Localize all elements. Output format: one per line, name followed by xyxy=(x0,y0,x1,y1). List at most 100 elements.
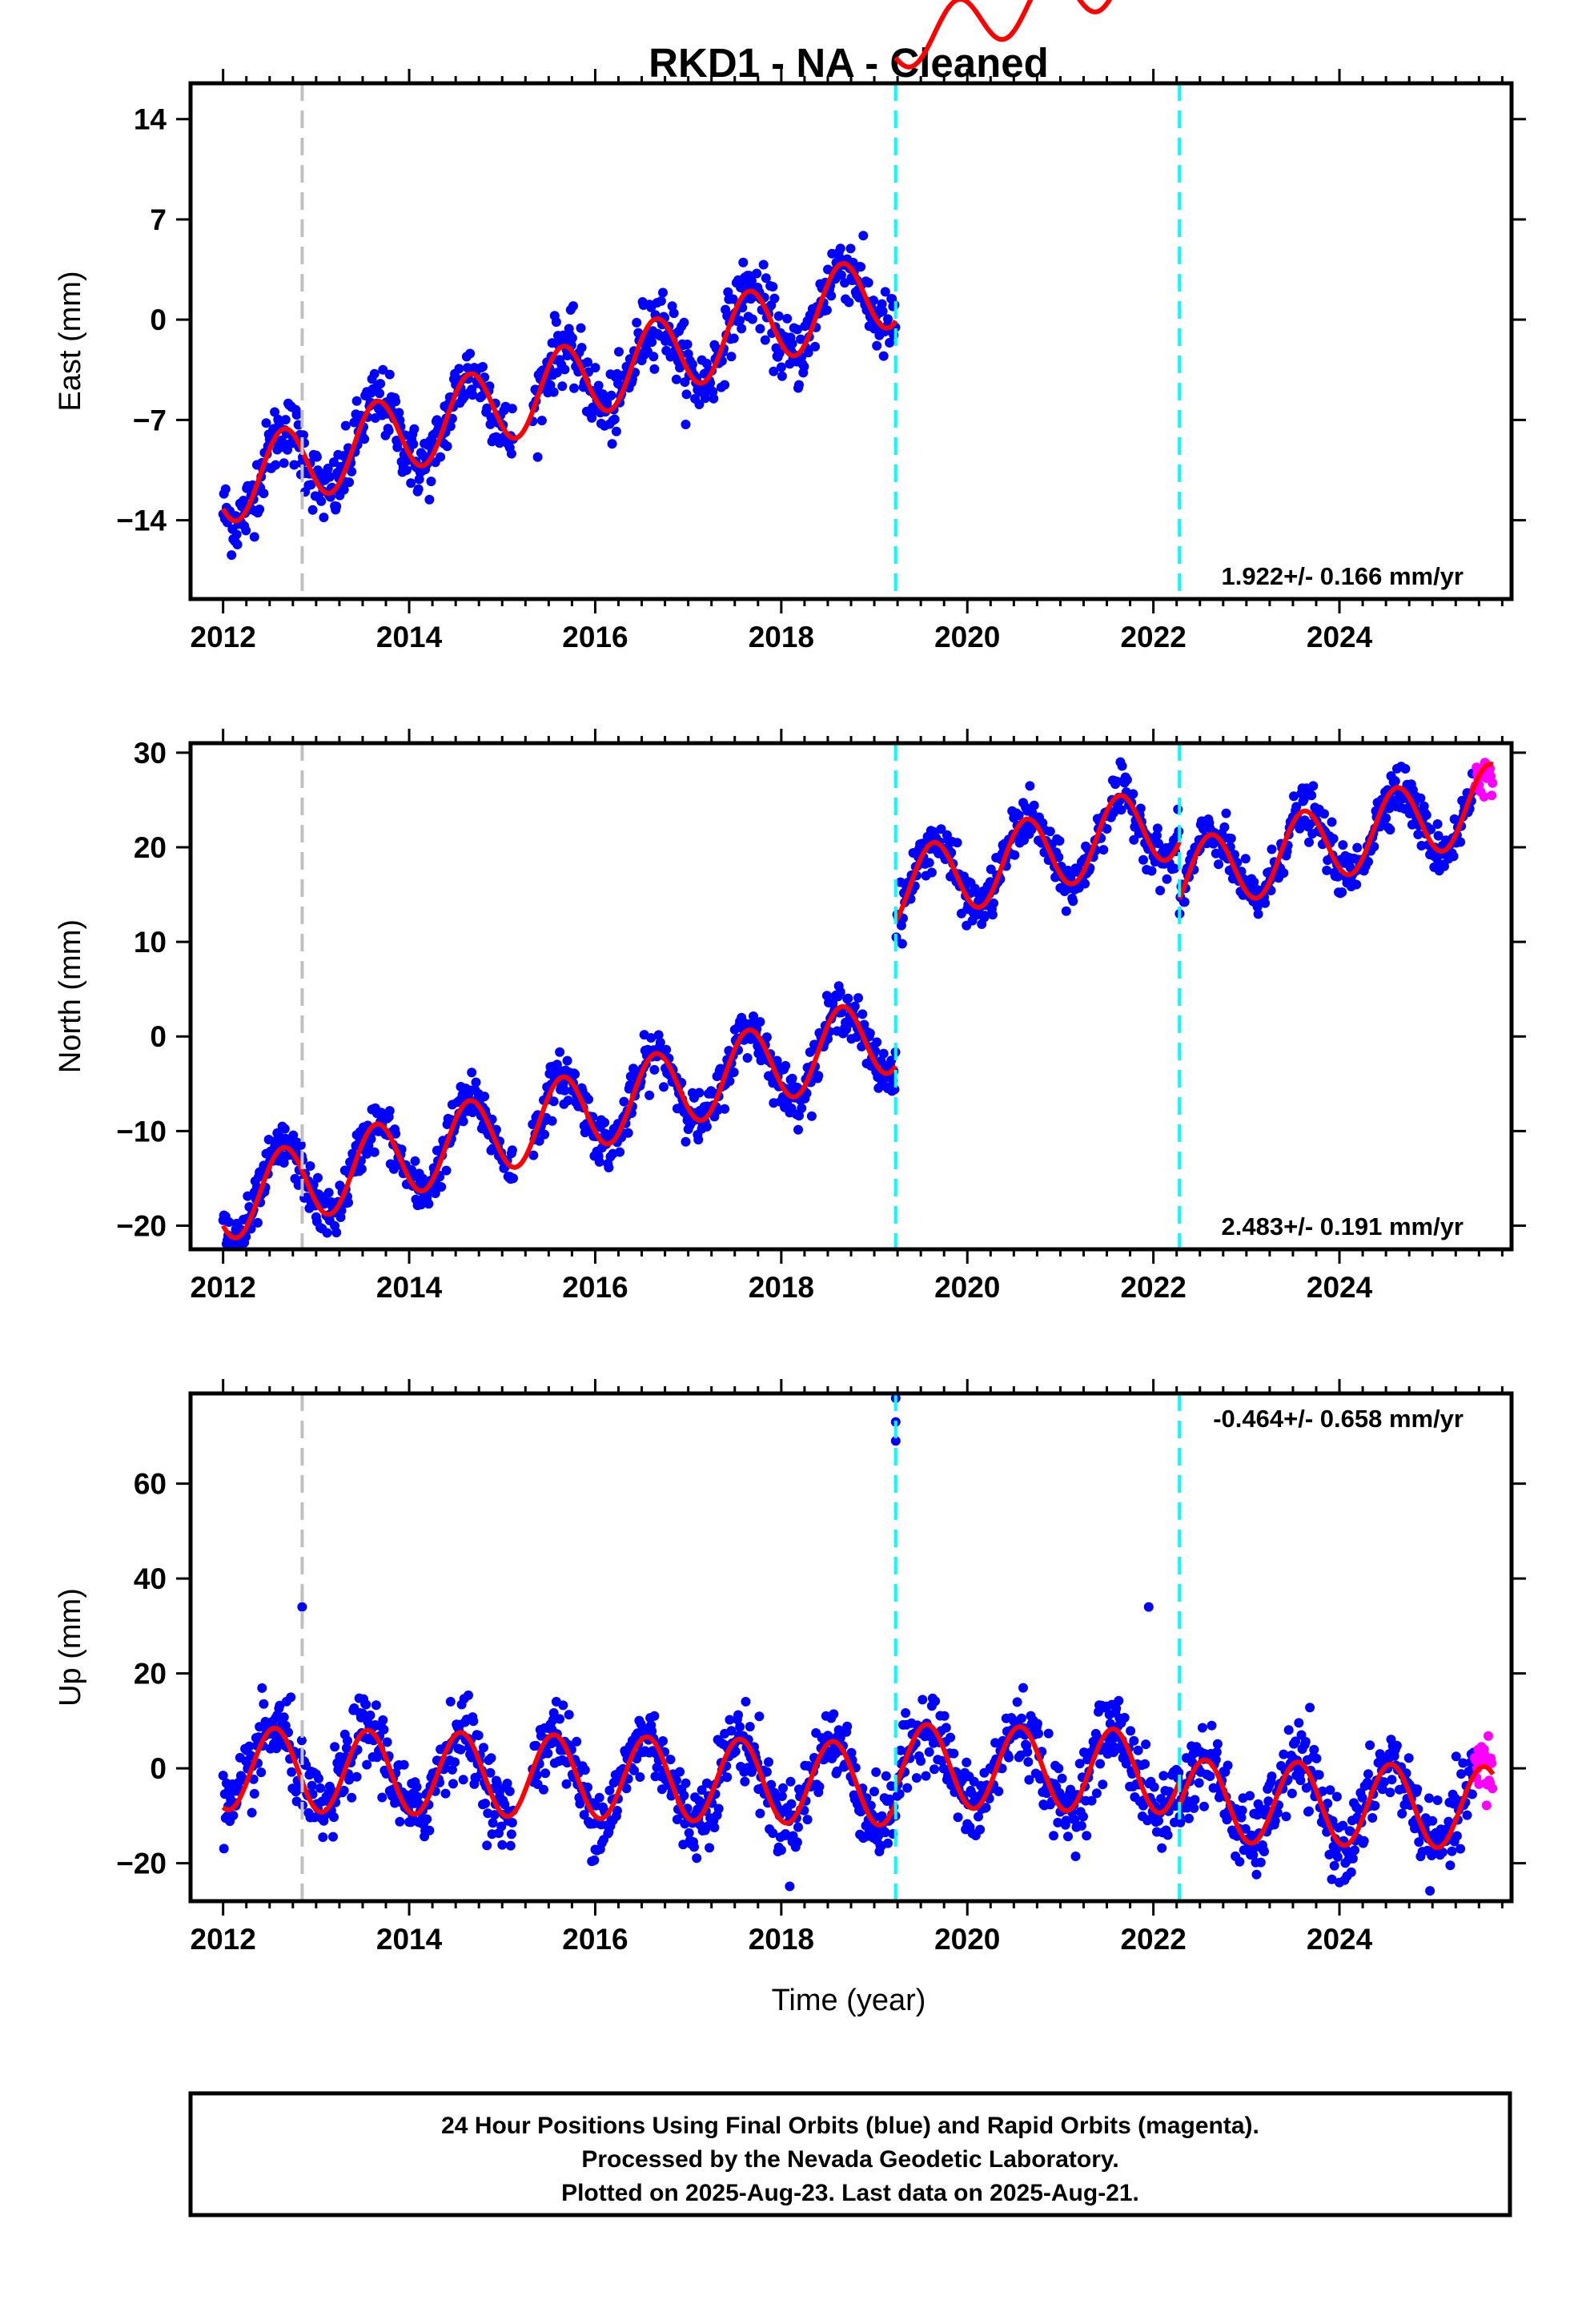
final-orbit-point xyxy=(700,393,710,404)
final-orbit-point xyxy=(329,457,339,468)
final-orbit-point xyxy=(725,1715,735,1725)
final-orbit-point xyxy=(857,1009,868,1019)
final-orbit-point xyxy=(1281,1811,1291,1822)
final-orbit-point xyxy=(1080,879,1090,889)
final-orbit-point xyxy=(1267,1771,1277,1782)
final-orbit-point xyxy=(647,1726,657,1736)
final-orbit-point xyxy=(328,1831,338,1842)
final-orbit-point xyxy=(1279,1749,1289,1759)
final-orbit-point xyxy=(365,1710,375,1720)
final-orbit-point xyxy=(878,351,889,361)
final-orbit-point xyxy=(311,452,322,462)
final-orbit-point xyxy=(1365,1740,1375,1751)
final-orbit-point xyxy=(489,1810,500,1820)
final-orbit-point xyxy=(295,1140,306,1150)
up-panel: 2012 2014 2016 2018 2020 2022 2024 −20 0 20 40 60 U… xyxy=(54,1379,1526,1956)
final-orbit-point xyxy=(745,1722,755,1732)
final-orbit-point xyxy=(259,1699,269,1709)
final-orbit-point xyxy=(1095,1759,1106,1769)
final-orbit-point xyxy=(296,1735,307,1746)
final-orbit-point xyxy=(442,441,452,452)
final-orbit-point xyxy=(1226,834,1236,843)
footer-line-2: Processed by the Nevada Geodetic Laborat… xyxy=(581,2146,1118,2173)
x-tick-label: 2016 xyxy=(562,1271,628,1304)
final-orbit-point xyxy=(1049,1831,1058,1841)
final-orbit-point xyxy=(408,439,419,449)
north-panel: 2012 2014 2016 2018 2020 2022 2024 −20 −10 0 10 20 3… xyxy=(54,729,1526,1304)
final-orbit-point xyxy=(548,1708,559,1718)
final-orbit-point xyxy=(1010,850,1020,860)
x-axis-label: Time (year) xyxy=(772,1984,926,2017)
outlier-point xyxy=(297,1602,307,1612)
final-orbit-point xyxy=(1385,825,1395,835)
final-orbit-point xyxy=(856,262,866,272)
final-orbit-point xyxy=(543,1748,553,1759)
final-orbit-point xyxy=(1367,1813,1378,1823)
north-axes: 2012 2014 2016 2018 2020 2022 2024 −20 −10 0 10 20 3… xyxy=(116,729,1526,1304)
final-orbit-point xyxy=(774,348,785,358)
final-orbit-point xyxy=(769,366,779,376)
up-y-axis-label: Up (mm) xyxy=(54,1588,87,1707)
final-orbit-point xyxy=(1219,822,1230,832)
final-orbit-point xyxy=(797,1103,807,1113)
final-orbit-point xyxy=(725,1076,735,1086)
final-orbit-point xyxy=(383,425,394,436)
final-orbit-point xyxy=(785,1881,795,1892)
final-orbit-point xyxy=(880,287,890,297)
final-orbit-point xyxy=(849,1001,860,1011)
final-orbit-point xyxy=(394,408,404,418)
final-orbit-point xyxy=(794,1111,804,1121)
final-orbit-point xyxy=(1029,800,1039,810)
final-orbit-point xyxy=(792,324,802,335)
final-orbit-point xyxy=(486,1753,496,1763)
final-orbit-point xyxy=(813,1071,824,1081)
final-orbit-point xyxy=(1424,1793,1434,1803)
final-orbit-point xyxy=(1345,1826,1355,1836)
final-orbit-point xyxy=(842,1721,853,1731)
final-orbit-point xyxy=(1387,1775,1397,1785)
final-orbit-point xyxy=(1078,1811,1088,1822)
x-tick-label: 2016 xyxy=(562,1923,628,1956)
final-orbit-point xyxy=(1189,1803,1199,1813)
final-orbit-point xyxy=(507,404,517,414)
final-orbit-point xyxy=(1390,776,1400,786)
outlier-point xyxy=(890,1436,901,1446)
x-tick-label: 2024 xyxy=(1307,1271,1373,1304)
final-orbit-point xyxy=(1063,1831,1073,1842)
final-orbit-point xyxy=(1448,851,1459,862)
x-tick-label: 2022 xyxy=(1120,621,1186,653)
final-orbit-point xyxy=(609,414,620,424)
final-orbit-point xyxy=(241,525,251,536)
y-tick-label: 7 xyxy=(150,203,167,236)
x-tick-label: 2020 xyxy=(934,621,1000,653)
final-orbit-point xyxy=(1452,1831,1462,1841)
final-orbit-point xyxy=(1437,1848,1447,1857)
final-orbit-point xyxy=(835,987,845,997)
final-orbit-point xyxy=(583,1782,592,1792)
final-orbit-point xyxy=(322,1228,332,1238)
final-orbit-point xyxy=(576,343,587,353)
final-orbit-point xyxy=(720,1104,730,1114)
east-rate-label: 1.922+/- 0.166 mm/yr xyxy=(1222,562,1464,590)
final-orbit-point xyxy=(865,1800,876,1811)
final-orbit-point xyxy=(787,339,797,349)
final-orbit-point xyxy=(623,1128,633,1138)
final-orbit-point xyxy=(572,1736,582,1747)
final-orbit-point xyxy=(531,1740,541,1751)
final-orbit-point xyxy=(1400,764,1411,774)
final-orbit-point xyxy=(1138,854,1148,865)
final-orbit-point xyxy=(735,1722,745,1732)
y-tick-label: 10 xyxy=(134,926,167,959)
final-orbit-point xyxy=(590,363,600,373)
final-orbit-point xyxy=(228,1811,239,1820)
final-orbit-point xyxy=(1026,824,1037,834)
final-orbit-point xyxy=(796,334,806,344)
final-orbit-point xyxy=(1317,1786,1327,1796)
final-orbit-point xyxy=(941,1723,951,1733)
east-panel: 2012 2014 2016 2018 2020 2022 2024 −14 −7 0 7 14 Ea… xyxy=(54,0,1526,653)
final-orbit-point xyxy=(1267,844,1277,854)
final-orbit-point xyxy=(257,1683,267,1693)
final-orbit-point xyxy=(583,357,592,368)
final-orbit-point xyxy=(232,540,243,549)
east-event-lines xyxy=(300,83,1182,599)
